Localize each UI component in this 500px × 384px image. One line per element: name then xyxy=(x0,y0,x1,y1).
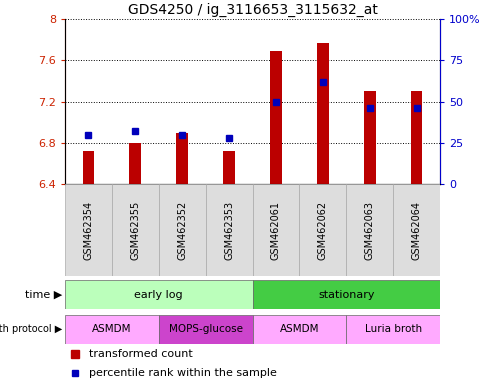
Text: growth protocol ▶: growth protocol ▶ xyxy=(0,324,62,334)
Bar xyxy=(159,315,252,344)
Bar xyxy=(300,184,346,276)
Bar xyxy=(206,184,252,276)
Bar xyxy=(65,184,112,276)
Text: Luria broth: Luria broth xyxy=(364,324,422,334)
Bar xyxy=(346,184,393,276)
Text: GSM462355: GSM462355 xyxy=(130,201,140,260)
Text: early log: early log xyxy=(134,290,183,300)
Text: GSM462352: GSM462352 xyxy=(177,201,187,260)
Text: ASMDM: ASMDM xyxy=(92,324,132,334)
Bar xyxy=(317,43,328,184)
Bar xyxy=(82,151,94,184)
Text: transformed count: transformed count xyxy=(88,349,192,359)
Text: stationary: stationary xyxy=(318,290,374,300)
Text: ASMDM: ASMDM xyxy=(280,324,319,334)
Bar xyxy=(410,91,422,184)
Bar xyxy=(112,184,159,276)
Text: GSM462353: GSM462353 xyxy=(224,201,234,260)
Bar xyxy=(364,91,376,184)
Text: GSM462062: GSM462062 xyxy=(318,201,328,260)
Text: GSM462354: GSM462354 xyxy=(84,201,94,260)
Bar xyxy=(65,280,252,309)
Text: time ▶: time ▶ xyxy=(25,290,62,300)
Bar xyxy=(346,315,440,344)
Bar xyxy=(176,133,188,184)
Text: percentile rank within the sample: percentile rank within the sample xyxy=(88,368,276,378)
Text: GSM462064: GSM462064 xyxy=(412,201,422,260)
Bar xyxy=(223,151,235,184)
Text: GSM462063: GSM462063 xyxy=(364,201,374,260)
Bar xyxy=(65,315,159,344)
Bar xyxy=(159,184,206,276)
Bar xyxy=(252,280,440,309)
Text: MOPS-glucose: MOPS-glucose xyxy=(168,324,242,334)
Bar xyxy=(393,184,440,276)
Bar xyxy=(252,184,300,276)
Title: GDS4250 / ig_3116653_3115632_at: GDS4250 / ig_3116653_3115632_at xyxy=(128,3,378,17)
Text: GSM462061: GSM462061 xyxy=(271,201,281,260)
Bar xyxy=(130,143,141,184)
Bar xyxy=(252,315,346,344)
Bar xyxy=(270,51,282,184)
